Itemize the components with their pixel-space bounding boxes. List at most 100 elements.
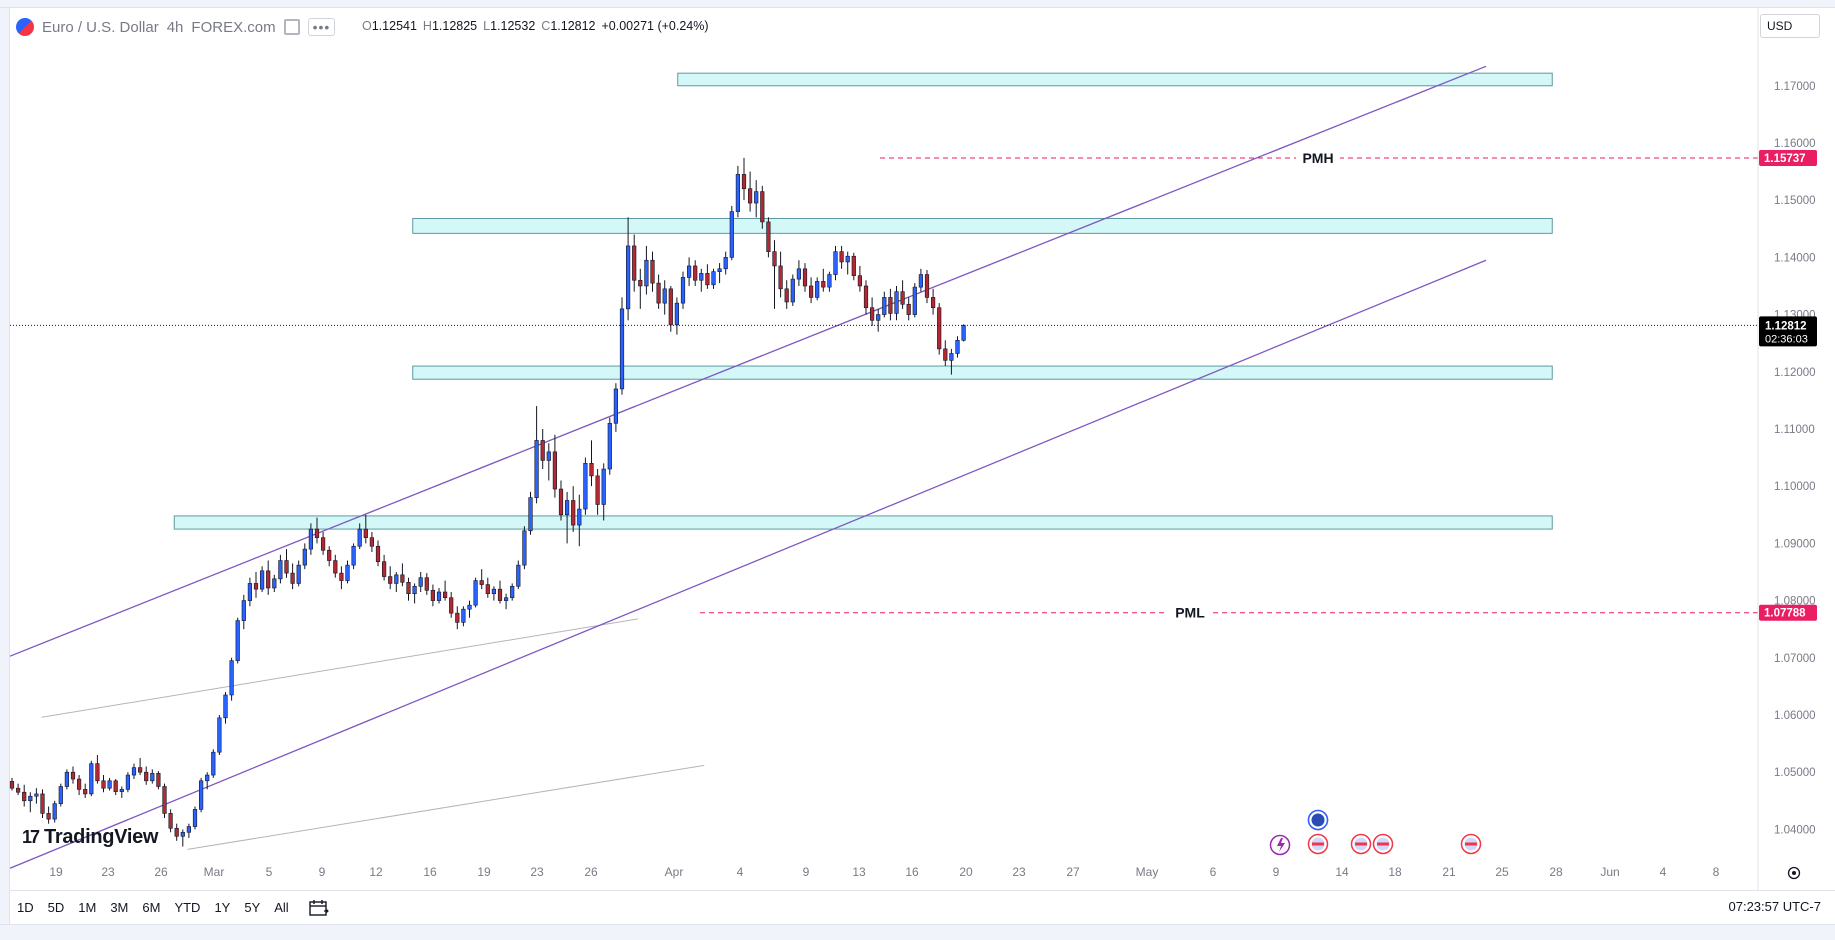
- candle[interactable]: [394, 571, 399, 593]
- candle[interactable]: [540, 428, 545, 470]
- candle[interactable]: [449, 592, 454, 618]
- candle[interactable]: [211, 749, 216, 778]
- candle[interactable]: [156, 771, 161, 790]
- candle[interactable]: [46, 806, 51, 824]
- candle[interactable]: [186, 823, 192, 838]
- candle[interactable]: [930, 288, 936, 315]
- candle[interactable]: [729, 205, 734, 261]
- candle[interactable]: [680, 271, 686, 309]
- candle[interactable]: [900, 280, 905, 309]
- candle[interactable]: [589, 440, 594, 487]
- candle[interactable]: [95, 755, 100, 784]
- candle[interactable]: [485, 577, 490, 598]
- candle[interactable]: [22, 784, 27, 807]
- candle[interactable]: [314, 517, 320, 544]
- pmh-price-tag[interactable]: [1759, 150, 1817, 167]
- symbol-name[interactable]: Euro / U.S. Dollar: [42, 18, 159, 36]
- channel-upper-line[interactable]: [9, 65, 1487, 657]
- candle[interactable]: [442, 580, 448, 601]
- candle[interactable]: [815, 277, 820, 301]
- candle[interactable]: [772, 240, 777, 309]
- candle[interactable]: [808, 277, 814, 304]
- candle[interactable]: [644, 245, 649, 295]
- channel-lower-line[interactable]: [9, 259, 1487, 869]
- currency-selector[interactable]: USD: [1760, 14, 1820, 38]
- candle[interactable]: [546, 443, 551, 481]
- candle[interactable]: [601, 463, 606, 521]
- zone-box-2[interactable]: [412, 365, 1553, 380]
- candle[interactable]: [418, 571, 423, 593]
- candle[interactable]: [369, 531, 375, 552]
- candle[interactable]: [357, 523, 362, 550]
- candle[interactable]: [686, 257, 692, 286]
- range-5y-button[interactable]: 5Y: [244, 899, 261, 915]
- gray-trend-line-0[interactable]: [41, 618, 639, 718]
- candle[interactable]: [308, 523, 314, 555]
- last-price-tag[interactable]: [1759, 316, 1817, 347]
- candle[interactable]: [949, 348, 954, 375]
- candle[interactable]: [424, 573, 429, 595]
- candle[interactable]: [619, 297, 625, 395]
- candle[interactable]: [192, 806, 198, 830]
- candle[interactable]: [595, 469, 600, 515]
- candle[interactable]: [400, 563, 405, 587]
- candle[interactable]: [851, 252, 856, 281]
- candle[interactable]: [278, 554, 283, 584]
- candle[interactable]: [272, 574, 277, 593]
- candle[interactable]: [613, 383, 618, 432]
- candle[interactable]: [284, 549, 289, 578]
- candle[interactable]: [662, 280, 667, 315]
- pml-price-tag[interactable]: [1759, 604, 1817, 621]
- candle[interactable]: [217, 714, 222, 756]
- candle[interactable]: [827, 271, 832, 292]
- candle[interactable]: [15, 783, 21, 796]
- candle[interactable]: [888, 288, 893, 321]
- candle[interactable]: [266, 560, 271, 595]
- candle[interactable]: [40, 789, 45, 818]
- candle[interactable]: [924, 269, 930, 304]
- candle[interactable]: [863, 280, 869, 315]
- candle[interactable]: [833, 245, 838, 281]
- zone-box-0[interactable]: [677, 72, 1553, 87]
- candle[interactable]: [241, 594, 246, 630]
- go-to-date-icon[interactable]: [308, 898, 330, 918]
- candle[interactable]: [351, 543, 356, 570]
- candle[interactable]: [821, 268, 826, 292]
- eu-event-flag-icon[interactable]: [1307, 809, 1329, 831]
- candle[interactable]: [583, 457, 588, 515]
- candle[interactable]: [296, 560, 301, 587]
- candle[interactable]: [869, 297, 875, 327]
- candle[interactable]: [790, 274, 795, 306]
- candle[interactable]: [937, 303, 942, 355]
- candle[interactable]: [174, 823, 179, 841]
- candle[interactable]: [119, 786, 124, 798]
- candle[interactable]: [839, 245, 844, 269]
- candle[interactable]: [259, 566, 265, 593]
- more-options-icon[interactable]: •••: [307, 18, 336, 36]
- candle[interactable]: [363, 514, 368, 544]
- candle[interactable]: [735, 165, 740, 218]
- candle[interactable]: [89, 760, 94, 797]
- candle[interactable]: [796, 260, 801, 286]
- dividends-event-icon[interactable]: [1269, 834, 1291, 856]
- candle[interactable]: [64, 769, 69, 790]
- candle[interactable]: [320, 531, 326, 555]
- candle[interactable]: [522, 526, 527, 570]
- candle[interactable]: [229, 657, 234, 701]
- candle[interactable]: [656, 274, 661, 309]
- candle[interactable]: [162, 783, 167, 818]
- candle[interactable]: [235, 617, 240, 664]
- candle[interactable]: [430, 584, 436, 607]
- candle[interactable]: [894, 285, 899, 321]
- range-3m-button[interactable]: 3M: [110, 899, 129, 915]
- candle[interactable]: [375, 540, 381, 567]
- candle[interactable]: [333, 554, 338, 578]
- candle[interactable]: [516, 560, 521, 590]
- gray-trend-line-1[interactable]: [187, 764, 705, 850]
- candle[interactable]: [70, 766, 76, 784]
- candle[interactable]: [943, 340, 948, 367]
- candle[interactable]: [52, 800, 57, 823]
- candle[interactable]: [345, 560, 350, 584]
- candle[interactable]: [857, 265, 862, 292]
- candle[interactable]: [436, 588, 442, 604]
